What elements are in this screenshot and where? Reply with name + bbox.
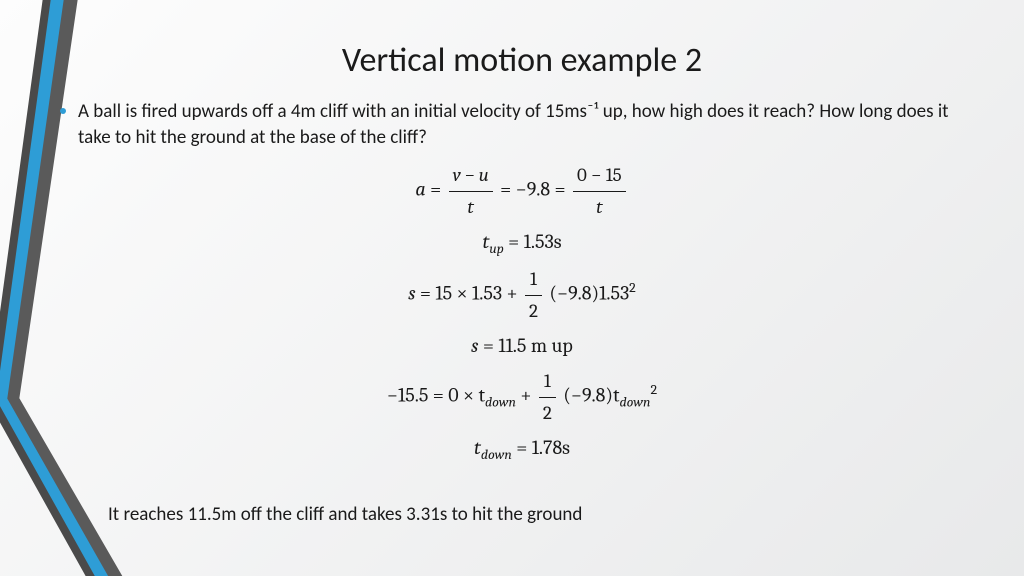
equation-1: a = v − ut = −9.8 = 0 − 15t: [60, 160, 984, 222]
equation-4: s = 11.5 m up: [60, 330, 984, 362]
equation-3: s = 15 × 1.53 + 12 (−9.8)1.532: [60, 264, 984, 326]
problem-text: A ball is fired upwards off a 4m cliff w…: [78, 99, 984, 150]
equation-2: tup = 1.53s: [60, 226, 984, 260]
answer-text: It reaches 11.5m off the cliff and takes…: [108, 503, 582, 526]
equation-6: tdown = 1.78s: [60, 432, 984, 466]
slide-title: Vertical motion example 2: [60, 40, 984, 81]
equation-5: −15.5 = 0 × tdown + 12 (−9.8)tdown2: [60, 366, 984, 428]
bullet-icon: [60, 108, 66, 114]
problem-row: A ball is fired upwards off a 4m cliff w…: [60, 99, 984, 150]
slide-content: Vertical motion example 2 A ball is fire…: [60, 40, 984, 546]
